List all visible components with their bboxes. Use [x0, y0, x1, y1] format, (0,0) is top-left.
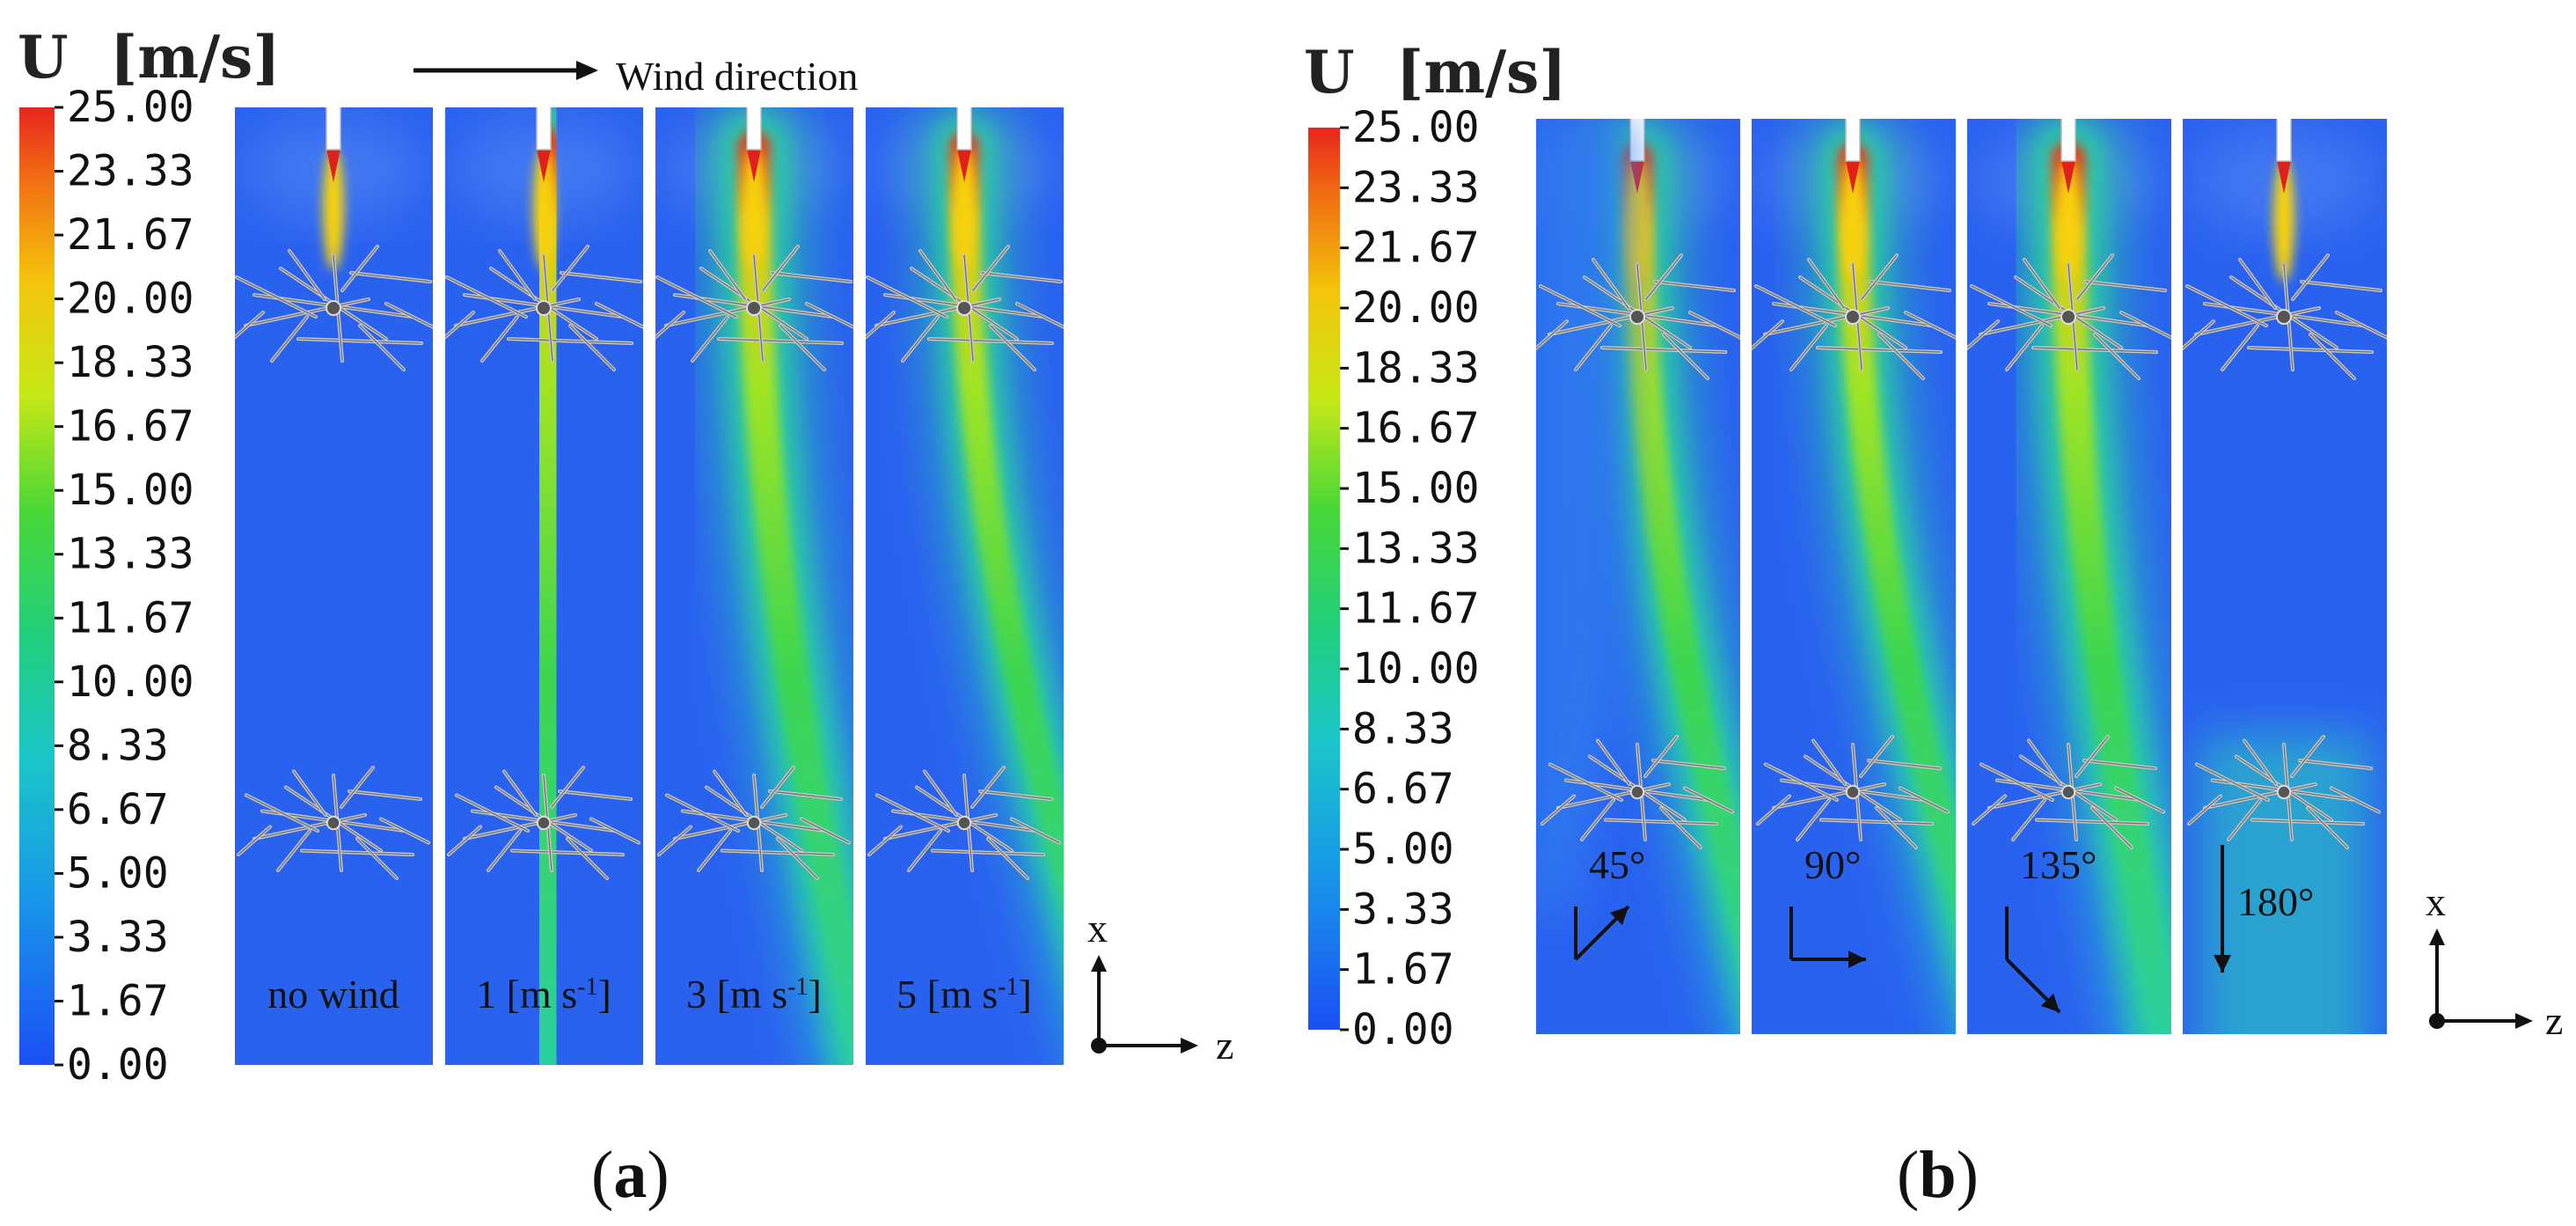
colorbar-tick-label: 6.67	[1352, 765, 1454, 814]
flow-field-b-2: 90°	[1752, 119, 1956, 1034]
colorbar-tick-label: 16.67	[1352, 404, 1480, 453]
axis-triad-a	[1091, 955, 1198, 1053]
flow-field-b-3: 135°	[1967, 119, 2171, 1034]
colorbar-tick-label: 21.67	[1352, 224, 1480, 273]
angle-label: 180°	[2237, 879, 2314, 924]
colorbar-b	[1308, 128, 1340, 1030]
sprinkler-structure	[867, 766, 1061, 880]
flow-field-a-1: no wind	[235, 107, 433, 1065]
colorbar-tick-label: 23.33	[1352, 163, 1480, 212]
sprinkler-structure	[2187, 735, 2381, 849]
case-label: 1 [m s-1]	[476, 972, 611, 1017]
colorbar-tick-label: 5.00	[1352, 825, 1454, 874]
colorbar-tick-label: 11.67	[67, 593, 194, 642]
angle-arrow	[1574, 905, 1630, 961]
flow-field-b-1: 45°	[1536, 119, 1740, 1034]
sprinkler-structure	[237, 766, 430, 880]
sprinkler-structure	[1972, 735, 2165, 849]
sprinkler-structure	[1967, 253, 2171, 380]
axis-z-label-a: z	[1216, 1023, 1233, 1068]
flow-fields-a: no wind 1 [m s-1] 3 [m s-1] 5 [m s-1]	[235, 107, 1064, 1065]
flow-fields-b: 45° 90° 135° 180°	[1536, 119, 2387, 1034]
colorbar-tick-label: 25.00	[1352, 103, 1480, 152]
colorbar-a	[19, 107, 55, 1065]
colorbar-unit-symbol-a: U	[18, 23, 69, 92]
colorbar-tick-label: 1.67	[1352, 945, 1454, 995]
sprinkler-structure	[1752, 253, 1956, 380]
sprinkler-structure	[447, 766, 640, 880]
colorbar-tick-label: 18.33	[1352, 343, 1480, 393]
colorbar-tick-label: 16.67	[67, 402, 194, 451]
colorbar-tick-label: 6.67	[67, 785, 169, 834]
panel-a: U [m/s] Wind direction 25.00 23.33 21.67 20…	[18, 23, 1233, 1212]
wind-direction-label: Wind direction	[616, 54, 858, 99]
angle-label: 45°	[1589, 842, 1645, 887]
colorbar-tick-label: 0.00	[67, 1040, 169, 1090]
colorbar-unit-label-b: [m/s]	[1396, 38, 1567, 106]
colorbar-tick-label: 8.33	[1352, 704, 1454, 753]
caption-a: (a)	[591, 1138, 670, 1212]
sprinkler-structure	[445, 245, 643, 371]
colorbar-tick-label: 15.00	[67, 466, 194, 515]
sprinkler-structure	[1540, 735, 1734, 849]
angle-label: 135°	[2020, 842, 2097, 887]
colorbar-tick-label: 3.33	[1352, 885, 1454, 934]
colorbar-tick-label: 15.00	[1352, 464, 1480, 513]
sprinkler-structure	[1756, 735, 1950, 849]
colorbar-tick-label: 20.00	[1352, 283, 1480, 333]
colorbar-tick-label: 8.33	[67, 721, 169, 770]
sprinkler-structure	[655, 245, 853, 371]
angle-arrow	[2005, 907, 2061, 1014]
colorbar-tick-label: 13.33	[1352, 524, 1480, 573]
colorbar-tick-label: 3.33	[67, 913, 169, 962]
angle-arrow	[1789, 907, 1866, 968]
wind-direction-arrow	[413, 61, 598, 80]
colorbar-tick-label: 1.67	[67, 976, 169, 1025]
case-label: 3 [m s-1]	[686, 972, 822, 1017]
axis-triad-b	[2429, 929, 2533, 1029]
panel-b: U [m/s] 25.00 23.33 21.67 20.00 18.33 16.67 15…	[1304, 38, 2563, 1212]
sprinkler-structure	[1536, 253, 1740, 380]
colorbar-tick-label: 0.00	[1352, 1005, 1454, 1054]
sprinkler-structure	[866, 245, 1064, 371]
colorbar-unit-label-a: [m/s]	[110, 23, 281, 92]
colorbar-tick-label: 11.67	[1352, 584, 1480, 634]
case-label: no wind	[267, 972, 399, 1017]
colorbar-tick-label: 21.67	[67, 210, 194, 260]
colorbar-tick-label: 23.33	[67, 147, 194, 196]
case-label: 5 [m s-1]	[896, 972, 1032, 1017]
colorbar-tick-label: 10.00	[1352, 644, 1480, 694]
colorbar-ticks-b: 25.00 23.33 21.67 20.00 18.33 16.67 15.00 13.33…	[1340, 103, 1480, 1054]
axis-x-label-a: x	[1087, 906, 1108, 951]
colorbar-tick-label: 10.00	[67, 657, 194, 707]
flow-field-a-4: 5 [m s-1]	[866, 107, 1064, 1065]
flow-field-a-2: 1 [m s-1]	[445, 107, 643, 1065]
colorbar-tick-label: 18.33	[67, 338, 194, 387]
colorbar-tick-label: 13.33	[67, 530, 194, 579]
flow-field-a-3: 3 [m s-1]	[655, 107, 853, 1065]
sprinkler-structure	[235, 245, 433, 371]
colorbar-ticks-a: 25.00 23.33 21.67 20.00 18.33 16.67 15.00 13.33…	[55, 83, 194, 1090]
colorbar-tick-label: 25.00	[67, 83, 194, 132]
axis-x-label-b: x	[2426, 879, 2446, 924]
flow-field-b-4: 180°	[2183, 119, 2387, 1034]
colorbar-tick-label: 5.00	[67, 848, 169, 898]
sprinkler-structure	[2183, 253, 2387, 380]
colorbar-unit-symbol-b: U	[1304, 38, 1355, 106]
colorbar-tick-label: 20.00	[67, 275, 194, 324]
angle-label: 90°	[1804, 842, 1861, 887]
angle-arrow	[2214, 845, 2231, 973]
caption-b: (b)	[1897, 1138, 1979, 1212]
sprinkler-structure	[657, 766, 851, 880]
axis-z-label-b: z	[2545, 998, 2563, 1043]
